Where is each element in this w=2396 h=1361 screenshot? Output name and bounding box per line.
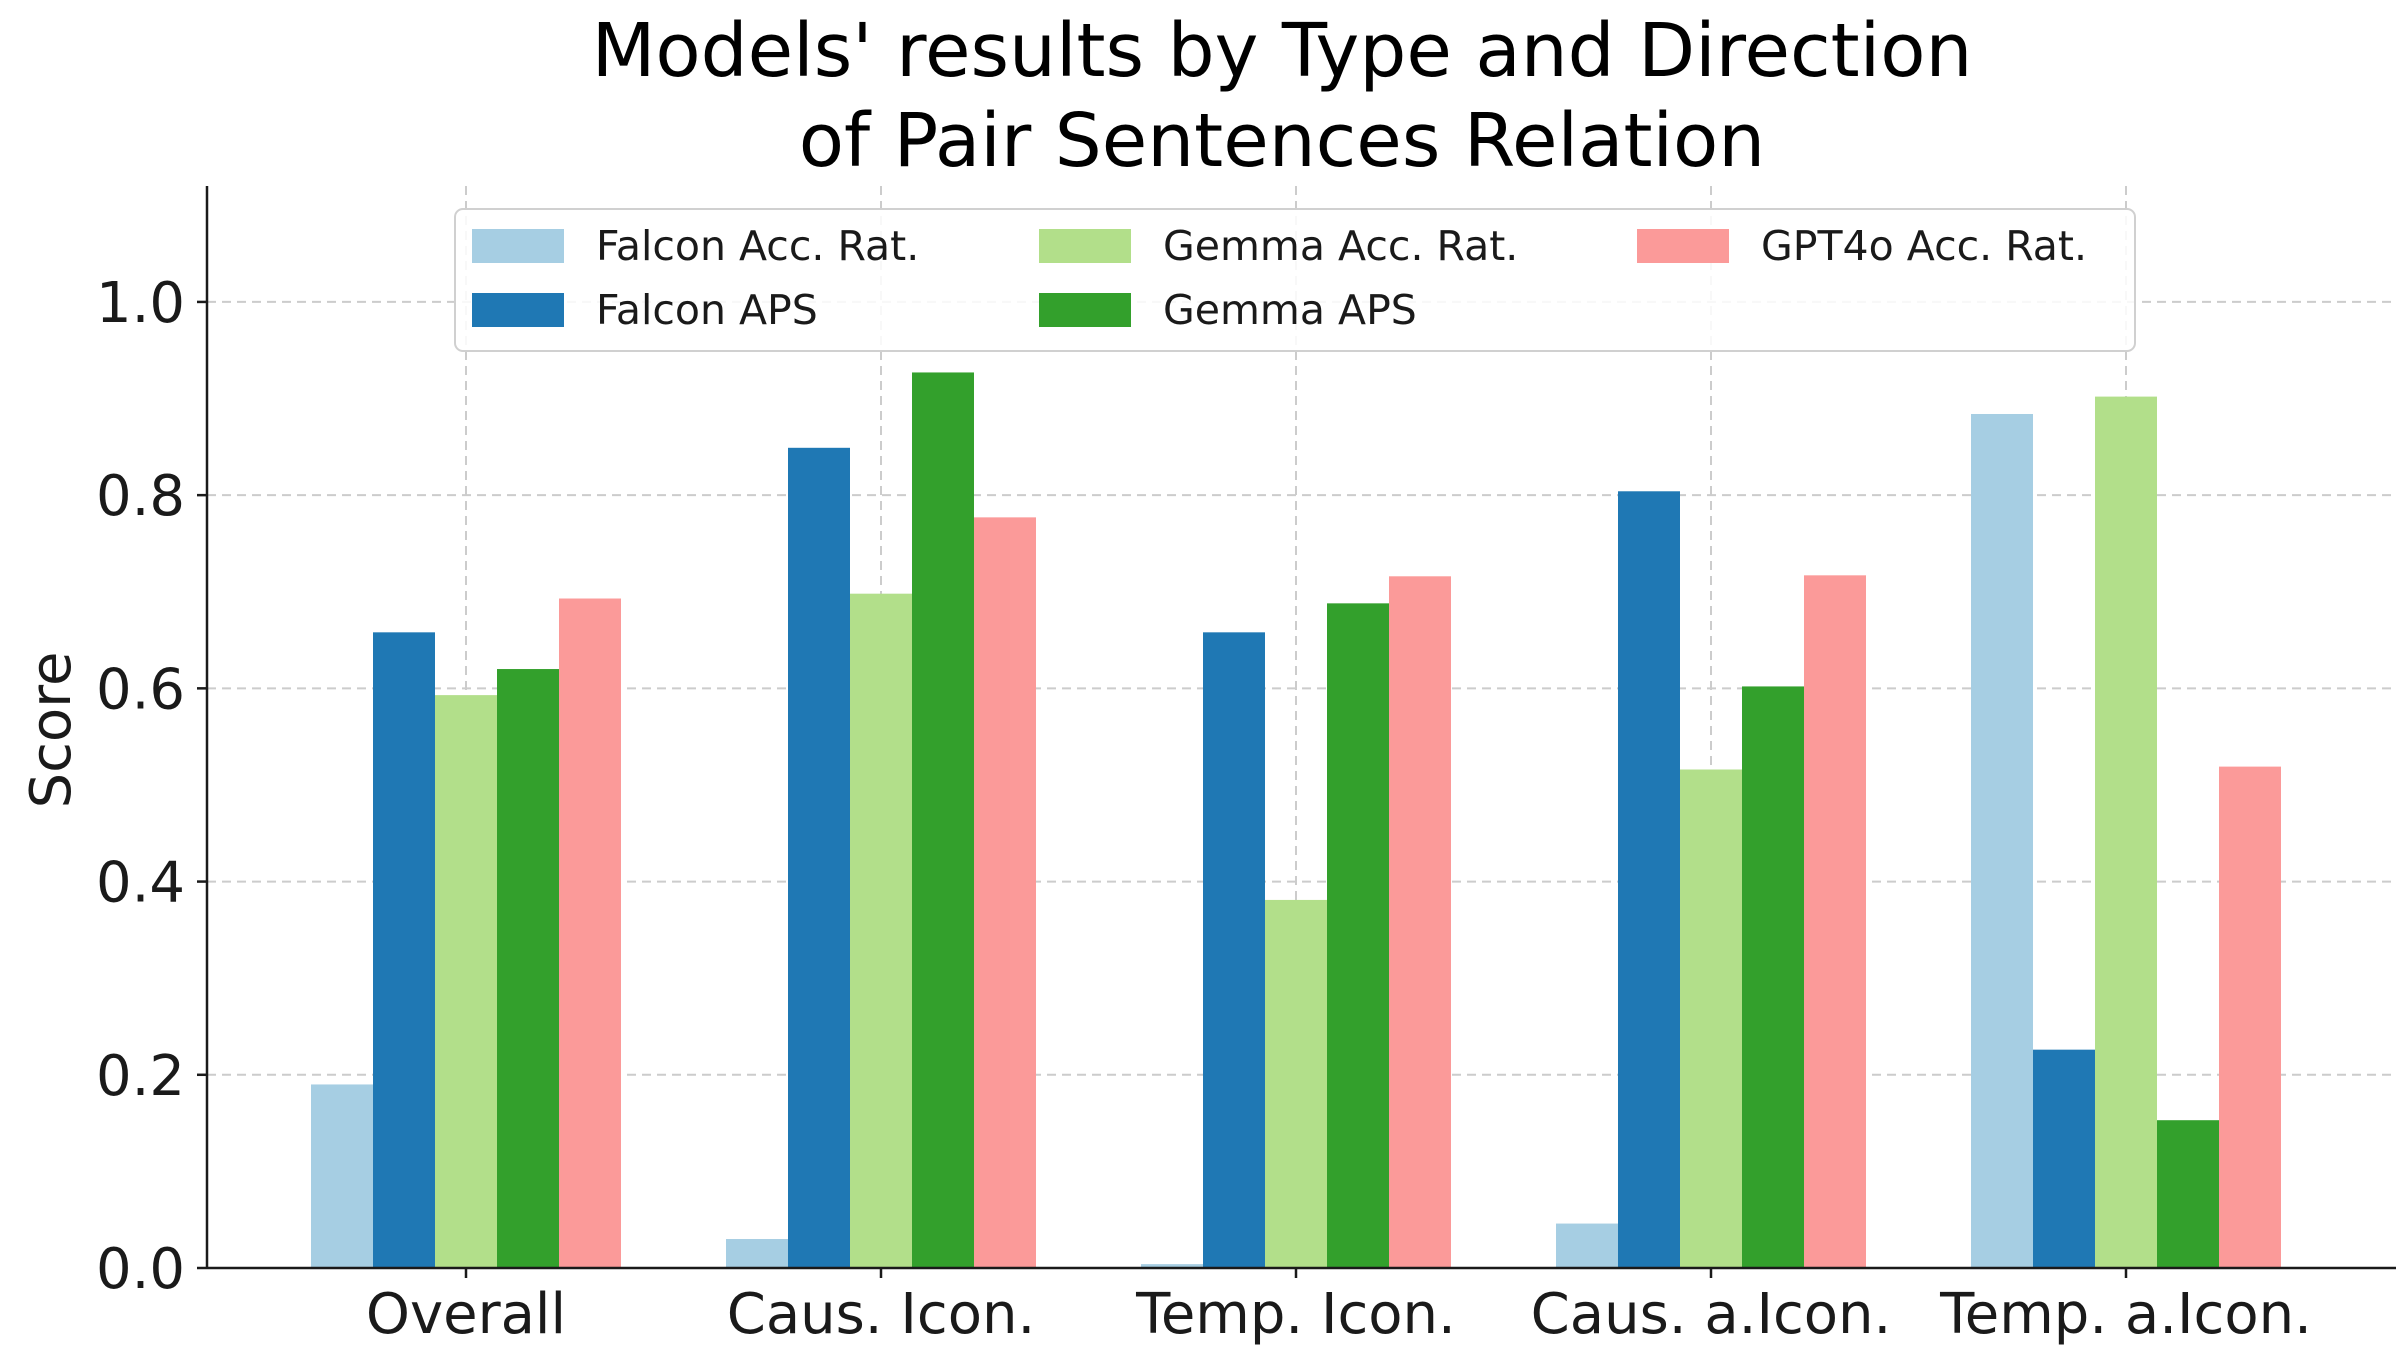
bar-gemma-aps-2 [1327, 603, 1389, 1268]
bar-falcon-aps-4 [2033, 1049, 2095, 1268]
bar-gemma-aps-0 [497, 669, 559, 1268]
chart-title-line-2: of Pair Sentences Relation [799, 98, 1765, 184]
bar-falcon-acc-rat--0 [311, 1084, 373, 1268]
y-tick-label: 0.8 [96, 464, 185, 529]
legend: Falcon Acc. Rat. Falcon APS Gemma Acc. Rat… [454, 208, 2136, 352]
bar-falcon-aps-0 [373, 632, 435, 1268]
x-tick-label: Temp. Icon. [1135, 1282, 1456, 1347]
x-tick-label: Caus. Icon. [727, 1282, 1036, 1347]
y-axis-label: Score [19, 652, 84, 809]
chart-title-line-1: Models' results by Type and Direction [592, 8, 1973, 94]
legend-swatch [472, 229, 564, 263]
legend-swatch [1039, 229, 1131, 263]
axes [197, 186, 2396, 1278]
legend-label: Gemma Acc. Rat. [1163, 222, 1518, 270]
x-tick-label: Caus. a.Icon. [1531, 1282, 1892, 1347]
bar-falcon-aps-3 [1618, 491, 1680, 1268]
bar-gemma-acc-rat--2 [1265, 899, 1327, 1268]
bar-gpt4o-acc-rat--0 [559, 598, 621, 1268]
legend-label: Falcon APS [596, 286, 818, 334]
y-tick-label: 0.0 [96, 1237, 185, 1302]
bar-falcon-acc-rat--4 [1971, 413, 2033, 1268]
chart-title: Models' results by Type and Direction of… [592, 8, 1973, 184]
legend-swatch [1039, 293, 1131, 327]
y-tick-label: 1.0 [96, 271, 185, 336]
bar-gemma-acc-rat--1 [850, 593, 912, 1268]
bar-falcon-acc-rat--2 [1141, 1264, 1203, 1268]
bar-gemma-aps-1 [912, 372, 974, 1268]
bar-gpt4o-acc-rat--2 [1389, 576, 1451, 1268]
bar-falcon-aps-1 [788, 447, 850, 1268]
bar-gpt4o-acc-rat--4 [2219, 766, 2281, 1268]
legend-swatch [472, 293, 564, 327]
tick-labels: 0.0 0.2 0.4 0.6 0.8 1.0 Overall Caus. Icon. Temp… [96, 271, 2312, 1347]
bar-gpt4o-acc-rat--1 [974, 517, 1036, 1268]
bar-gemma-aps-4 [2157, 1120, 2219, 1268]
legend-swatch [1637, 229, 1729, 263]
bar-falcon-acc-rat--3 [1556, 1223, 1618, 1268]
legend-label: Falcon Acc. Rat. [596, 222, 919, 270]
y-tick-label: 0.6 [96, 657, 185, 722]
bar-falcon-aps-2 [1203, 632, 1265, 1268]
legend-label: GPT4o Acc. Rat. [1761, 222, 2087, 270]
bar-gemma-acc-rat--3 [1680, 769, 1742, 1268]
bars [311, 372, 2281, 1268]
bar-falcon-acc-rat--1 [726, 1239, 788, 1268]
bar-gemma-aps-3 [1742, 686, 1804, 1268]
bar-gemma-acc-rat--0 [435, 695, 497, 1268]
x-tick-label: Temp. a.Icon. [1939, 1282, 2312, 1347]
y-tick-label: 0.4 [96, 851, 185, 916]
legend-label: Gemma APS [1163, 286, 1417, 334]
bar-gemma-acc-rat--4 [2095, 396, 2157, 1268]
y-tick-label: 0.2 [96, 1044, 185, 1109]
x-tick-label: Overall [366, 1282, 566, 1347]
bar-gpt4o-acc-rat--3 [1804, 575, 1866, 1268]
